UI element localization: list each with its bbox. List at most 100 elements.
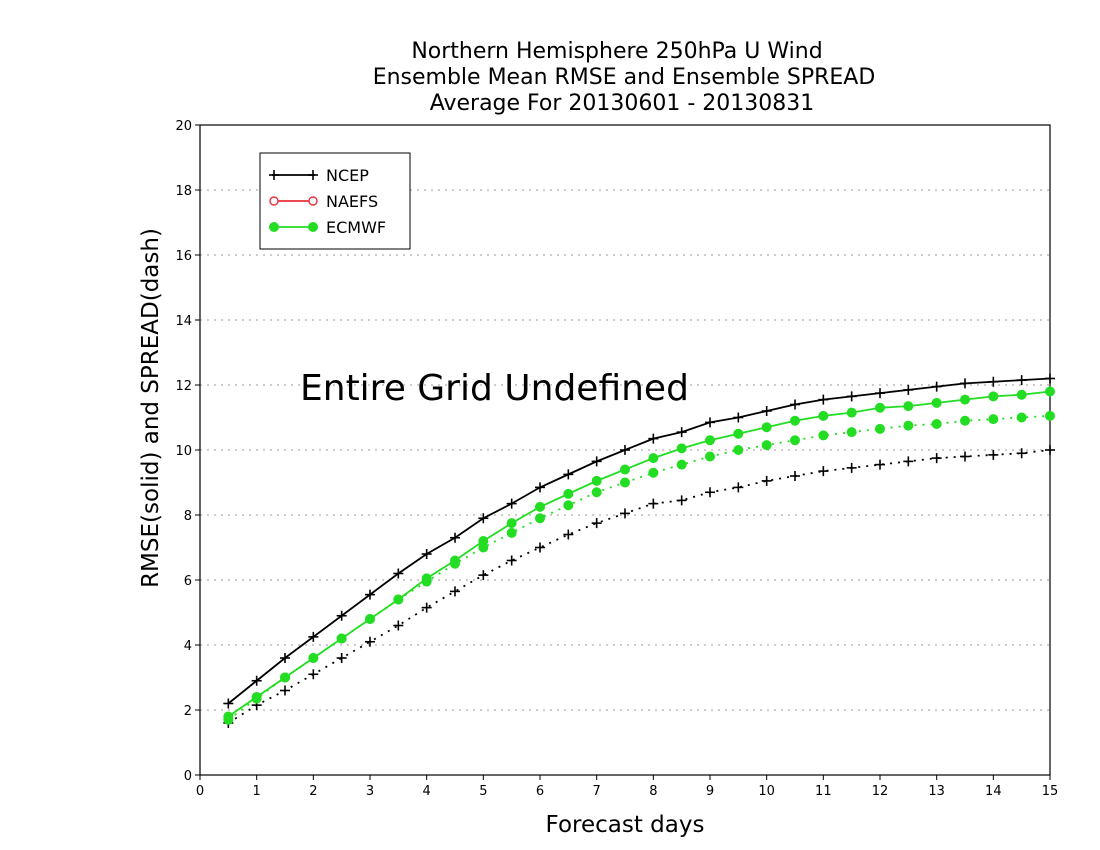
series-ncep-spread-point-19	[761, 475, 772, 486]
legend-marker-left-ecmwf	[269, 222, 279, 232]
series-ecmwf-rmse-point-24	[903, 401, 914, 412]
series-ncep-rmse-point-28	[1016, 375, 1027, 386]
series-ncep-rmse-point-25	[931, 381, 942, 392]
series-ncep-rmse	[223, 373, 1055, 709]
series-ncep-rmse-point-16	[676, 427, 687, 438]
series-ncep-rmse-point-17	[705, 417, 715, 428]
title-line-3: Average For 20130601 - 20130831	[430, 91, 815, 116]
legend-item-ncep: NCEP	[269, 166, 369, 185]
x-tick-label-15: 15	[1042, 784, 1059, 799]
series-ncep-spread-point-4	[336, 653, 347, 663]
series-ecmwf-spread-point-14	[620, 477, 630, 488]
series-ncep-spread-point-24	[903, 456, 914, 467]
series-ncep-rmse-point-2	[280, 653, 290, 663]
series-ncep-spread-point-7	[421, 602, 432, 613]
title-line-1: Northern Hemisphere 250hPa U Wind	[411, 39, 822, 64]
series-ecmwf-rmse-point-28	[1016, 389, 1027, 400]
series-ecmwf-spread-point-5	[365, 614, 375, 624]
series-ncep-spread-point-22	[846, 462, 857, 473]
series-ecmwf-spread	[223, 410, 1055, 725]
y-tick-label-6: 12	[175, 379, 192, 394]
y-tick-label-2: 4	[184, 639, 192, 654]
series-ecmwf-spread-point-20	[790, 435, 800, 446]
series-ecmwf-spread-point-27	[988, 414, 999, 425]
series-ecmwf-spread-line	[227, 414, 1051, 721]
series-ncep-spread-point-9	[478, 570, 489, 581]
x-tick-label-6: 6	[536, 784, 544, 799]
y-tick-label-5: 10	[175, 444, 192, 459]
undefined-grid-annotation: Entire Grid Undefined	[300, 368, 689, 409]
series-ncep-rmse-point-27	[988, 376, 999, 387]
series-ecmwf-rmse-point-23	[875, 402, 885, 413]
series-ncep-spread-point-15	[648, 498, 659, 509]
legend-marker-right-ncep	[308, 170, 318, 180]
series-ecmwf-rmse-point-21	[818, 410, 829, 421]
series-ncep-spread-point-2	[280, 685, 290, 696]
series-ncep-spread-point-26	[960, 451, 970, 462]
series-ncep-rmse-point-13	[591, 456, 602, 467]
series-ncep-rmse-point-3	[308, 631, 319, 642]
y-tick-label-1: 2	[184, 704, 192, 719]
series-ncep-spread-point-21	[818, 466, 829, 477]
series-ecmwf-rmse-point-22	[846, 407, 857, 418]
series-ecmwf-spread-point-10	[506, 527, 517, 538]
series-ecmwf-rmse-point-11	[535, 501, 545, 512]
series-ncep-spread-point-27	[988, 449, 999, 460]
series-ecmwf-rmse-line	[227, 390, 1051, 718]
series-ncep-rmse-point-21	[818, 394, 829, 405]
series-ecmwf-spread-point-8	[450, 558, 460, 569]
series-ecmwf-spread-point-29	[1045, 410, 1055, 421]
series-ecmwf-spread-point-3	[308, 653, 319, 663]
x-tick-label-4: 4	[423, 784, 431, 799]
series-ecmwf-rmse-point-12	[563, 488, 574, 499]
series-ncep-spread-point-20	[790, 471, 800, 481]
series-ecmwf-rmse-point-26	[960, 394, 970, 405]
x-tick-label-2: 2	[309, 784, 317, 799]
series-ecmwf-spread-point-1	[251, 693, 262, 704]
series-layer	[223, 373, 1055, 728]
y-tick-label-4: 8	[184, 509, 192, 524]
legend-label-ecmwf: ECMWF	[326, 218, 386, 237]
series-ecmwf-spread-point-0	[223, 714, 234, 725]
series-ecmwf-spread-point-24	[903, 420, 914, 431]
series-ncep-rmse-point-11	[535, 482, 545, 493]
series-ecmwf-rmse-point-15	[648, 453, 659, 464]
legend-marker-right-naefs	[308, 196, 318, 206]
y-tick-label-10: 20	[175, 119, 192, 134]
series-ecmwf-spread-point-19	[761, 440, 772, 451]
series-ncep-rmse-point-14	[620, 445, 630, 455]
x-tick-label-5: 5	[479, 784, 487, 799]
series-ncep-spread-point-8	[450, 586, 460, 597]
series-ecmwf-spread-point-21	[818, 430, 829, 441]
series-ecmwf-spread-point-6	[393, 594, 404, 605]
series-ncep-spread-point-3	[308, 669, 319, 680]
series-ncep-rmse-point-18	[733, 412, 744, 423]
legend-marker-left-naefs	[269, 196, 279, 206]
series-ecmwf-rmse-point-14	[620, 464, 630, 475]
series-ncep-rmse-point-1	[251, 675, 262, 686]
series-ncep-spread-point-28	[1016, 448, 1027, 459]
series-ecmwf-rmse-point-25	[931, 397, 942, 408]
series-ncep-spread-point-16	[676, 495, 687, 506]
series-ecmwf-rmse-point-27	[988, 391, 999, 402]
series-ncep-spread-point-25	[931, 453, 942, 464]
series-ecmwf-spread-point-13	[591, 487, 602, 498]
x-tick-label-8: 8	[649, 784, 657, 799]
series-ecmwf-spread-point-16	[676, 459, 687, 470]
series-ncep-spread-point-23	[875, 459, 885, 470]
series-ecmwf-rmse-point-20	[790, 415, 800, 426]
x-axis-label: Forecast days	[546, 812, 705, 838]
series-ecmwf-rmse-point-16	[676, 443, 687, 454]
series-ncep-spread	[223, 445, 1055, 728]
series-ecmwf-spread-point-12	[563, 500, 574, 511]
x-tick-label-12: 12	[872, 784, 889, 799]
legend-label-naefs: NAEFS	[326, 192, 378, 211]
series-ecmwf-spread-point-15	[648, 467, 659, 478]
legend: NCEP NAEFS ECMWF	[259, 152, 411, 250]
series-ncep-rmse-point-29	[1045, 373, 1055, 384]
series-ncep-rmse-point-22	[846, 391, 857, 402]
series-ncep-rmse-point-20	[790, 399, 800, 410]
y-tick-label-7: 14	[175, 314, 192, 329]
series-ncep-rmse-point-26	[960, 378, 970, 389]
series-ecmwf-spread-point-17	[705, 451, 715, 462]
